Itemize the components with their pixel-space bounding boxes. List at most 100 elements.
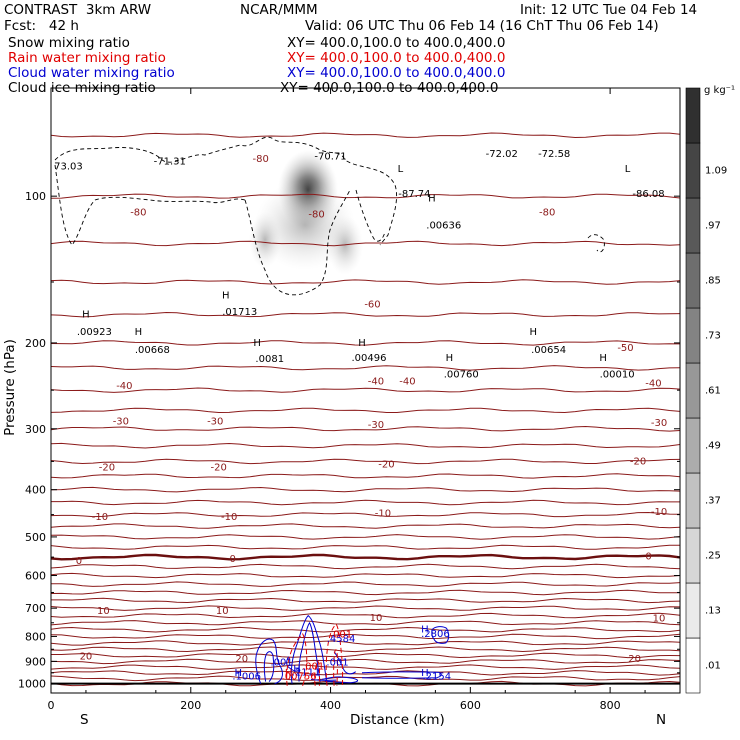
cloud-water-label: .4584 [327, 634, 356, 645]
cloud-water-label: .001 [326, 658, 348, 669]
x-tick-label: 400 [320, 699, 341, 712]
extremum-label: L [398, 164, 404, 175]
extremum-label: H [428, 193, 436, 204]
isotherm-label: -10 [92, 512, 108, 523]
x-tick-label: 600 [460, 699, 481, 712]
isotherm-line [51, 442, 680, 449]
colorbar-label: 1.09 [705, 166, 727, 177]
isotherm-line [51, 523, 680, 529]
rain-contour [333, 649, 339, 686]
cloud-water-label: .001 [271, 658, 293, 669]
isotherm-line [51, 589, 680, 596]
colorbar-label: .61 [705, 386, 721, 397]
extremum-label: H [222, 291, 230, 302]
colorbar-swatch [685, 197, 701, 254]
colorbar-label: .37 [705, 496, 721, 507]
cloud-water-label: H [235, 668, 243, 679]
cloud-water-label: .2111 [292, 667, 321, 678]
colorbar-label: .85 [705, 276, 721, 287]
isotherm-line [51, 387, 680, 393]
field-rain-label: Rain water mixing ratio [8, 50, 166, 66]
extremum-label: .01713 [222, 307, 257, 318]
cloud-ice-west [249, 212, 281, 268]
x-tick-label: 0 [48, 699, 55, 712]
extremum-label: .0081 [255, 354, 284, 365]
y-tick-label: 600 [25, 570, 46, 583]
isotherm-label: 20 [235, 654, 248, 665]
colorbar-swatch [685, 307, 701, 364]
colorbar-swatch [685, 527, 701, 584]
isotherm-label: 0 [230, 554, 236, 565]
forecast-hour: Fcst: 42 h [4, 18, 79, 34]
isotherm-line [51, 658, 680, 665]
isotherm-line [51, 652, 680, 659]
isotherm-label: 0 [645, 551, 651, 562]
extremum-label: H [82, 310, 90, 321]
isotherm-label: -80 [252, 154, 268, 165]
isotherm-label: -30 [651, 418, 667, 429]
extremum-label: H [599, 353, 607, 364]
isotherm-label: -80 [539, 207, 555, 218]
cloud-water-label: .2154 [422, 672, 451, 683]
extremum-label: -86.08 [632, 189, 664, 200]
colorbar-label: .13 [705, 606, 721, 617]
colorbar-swatch [685, 582, 701, 639]
cloud-water-contour [431, 626, 450, 644]
rain-label: .001 [330, 630, 352, 641]
extremum-label: .00668 [135, 345, 170, 356]
isotherm-label: -40 [645, 378, 661, 389]
y-tick-label: 700 [25, 602, 46, 615]
model-title: CONTRAST 3km ARW [4, 2, 152, 18]
x-tick-label: 200 [180, 699, 201, 712]
cloud-water-contour [290, 614, 328, 684]
isotherm-label: -40 [399, 377, 415, 388]
isotherm-label: 0 [76, 556, 82, 567]
rain-contour [325, 623, 344, 686]
colorbar-label: .97 [705, 221, 721, 232]
isotherm-label: -30 [113, 417, 129, 428]
extremum-label: -71.31 [154, 157, 186, 168]
isotherm-line [51, 425, 680, 432]
rain-label: .00756 [282, 672, 317, 683]
x-axis-right-label: N [656, 712, 667, 728]
extremum-label: -72.58 [538, 149, 570, 160]
colorbar-swatch [685, 142, 701, 199]
colorbar-swatch [685, 472, 701, 529]
y-tick-label: 500 [25, 531, 46, 544]
isotherm-line [51, 458, 680, 465]
isotherm-line [51, 340, 680, 346]
extremum-label: H [446, 353, 454, 364]
colorbar-unit: g kg⁻¹ [704, 85, 735, 96]
isotherm-label: -80 [130, 207, 146, 218]
cloud-water-contour [310, 678, 337, 681]
isotherm-line [51, 473, 680, 479]
snow-contour [54, 136, 398, 246]
isotherm-label: 20 [628, 654, 641, 665]
isotherm-line [51, 633, 680, 640]
colorbar-label: .25 [705, 551, 721, 562]
isotherm-line [51, 664, 680, 670]
isotherm-line [51, 670, 680, 676]
isotherm-line [51, 620, 680, 626]
snow-contour [244, 189, 351, 296]
isotherm-label: -50 [617, 343, 633, 354]
x-axis-left-label: S [80, 712, 89, 728]
colorbar-swatch [685, 362, 701, 419]
isotherm-line [51, 486, 680, 493]
isotherm-label: -30 [368, 420, 384, 431]
colorbar-label: .73 [705, 331, 721, 342]
colorbar-swatch [685, 417, 701, 474]
field-cloud-water-xy: XY= 400.0,100.0 to 400.0,400.0 [287, 65, 506, 81]
extremum-label: .00010 [600, 369, 635, 380]
colorbar-swatch [685, 252, 701, 309]
isotherm-label: -10 [375, 509, 391, 520]
rain-label: .001 [302, 662, 324, 673]
rain-contour [286, 632, 308, 686]
extremum-label: .00760 [444, 369, 479, 380]
isotherm-line [51, 311, 680, 318]
snow-contour [54, 164, 246, 246]
extremum-label: .00923 [77, 327, 112, 338]
rain-contour [314, 660, 321, 686]
